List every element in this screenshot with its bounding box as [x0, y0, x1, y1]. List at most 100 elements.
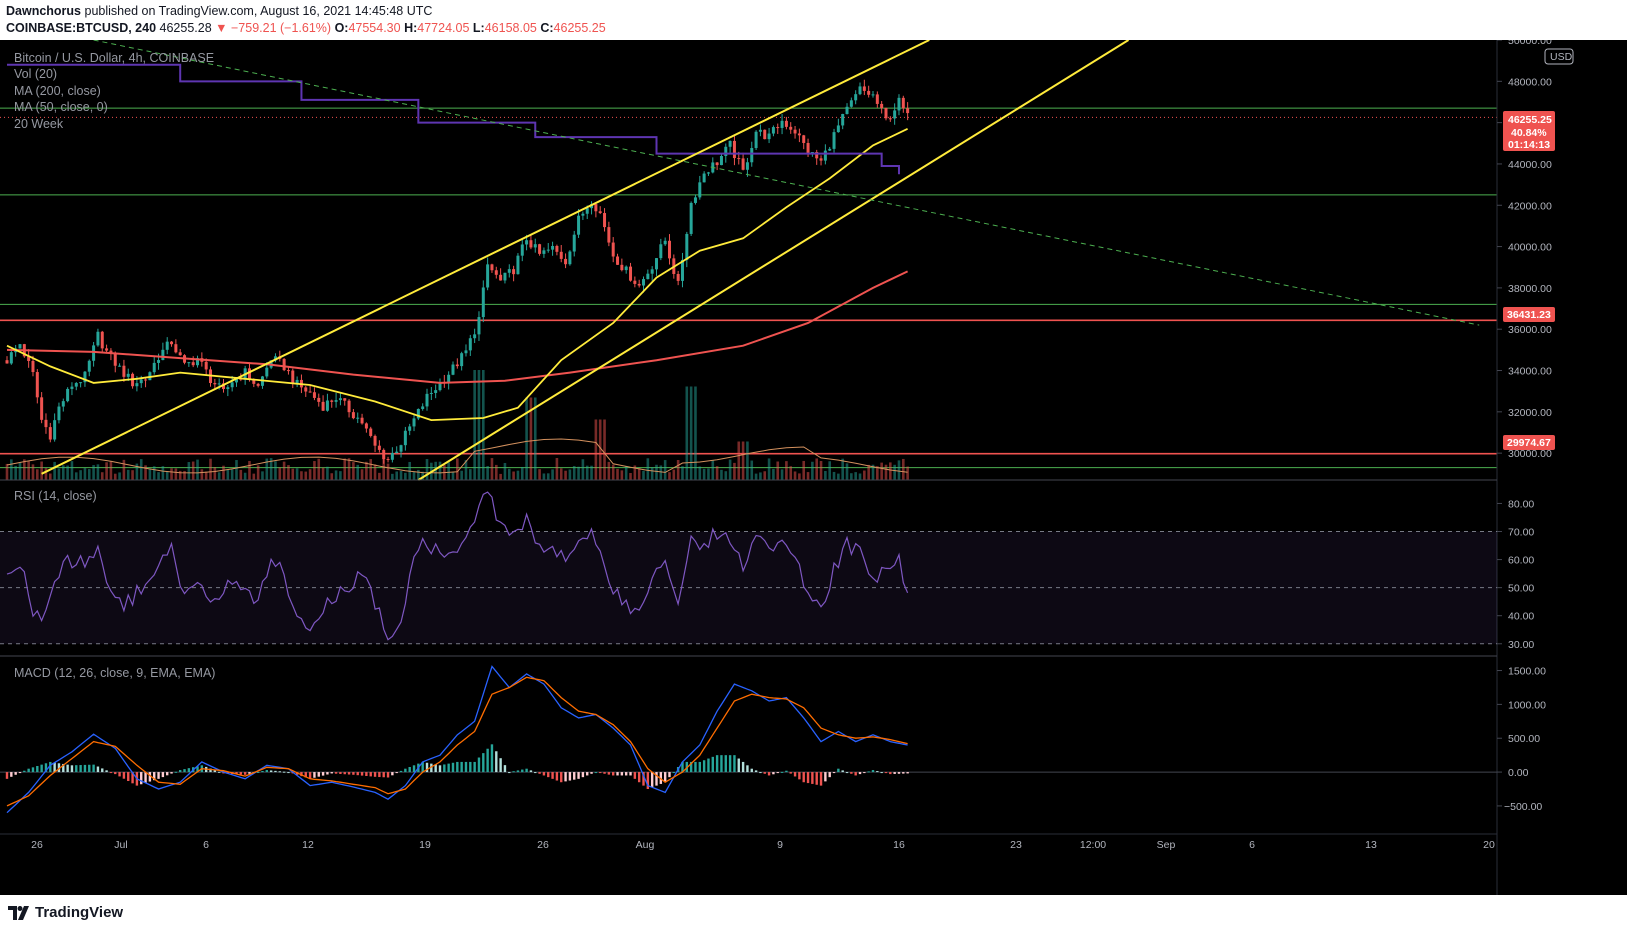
- macd-histogram-bar: [599, 772, 602, 774]
- volume-bar: [850, 473, 853, 480]
- candle-body: [386, 459, 390, 461]
- volume-bar: [616, 468, 619, 480]
- candle-body: [395, 451, 399, 453]
- volume-bar: [87, 469, 91, 480]
- macd-histogram-bar: [378, 772, 381, 778]
- candle-body: [797, 133, 801, 136]
- candle-body: [325, 400, 329, 411]
- candle-body: [507, 269, 511, 273]
- candle-body: [425, 393, 429, 407]
- volume-bar: [5, 463, 9, 480]
- low-value: 46158.05: [484, 21, 537, 35]
- macd-histogram-bar: [79, 765, 82, 773]
- candle-body: [438, 381, 442, 391]
- chart-canvas[interactable]: Bitcoin / U.S. Dollar, 4h, COINBASE Vol …: [0, 40, 1627, 895]
- macd-histogram-bar: [893, 772, 896, 774]
- price-axis[interactable]: 50000.0048000.0046000.0044000.0042000.00…: [1496, 40, 1552, 895]
- time-tick-label: 13: [1365, 839, 1377, 851]
- channel-lower-line: [417, 40, 1130, 481]
- channel-upper-line: [41, 40, 930, 475]
- candle-body: [57, 406, 61, 421]
- macd-histogram-bar: [105, 770, 108, 773]
- candle-body: [217, 383, 221, 385]
- macd-histogram-bar: [369, 772, 372, 777]
- rsi-pane[interactable]: [0, 491, 1497, 645]
- publish-info: published on TradingView.com, August 16,…: [84, 4, 433, 18]
- volume-bar: [326, 466, 329, 480]
- candle-body: [144, 379, 148, 381]
- volume-bar: [196, 459, 199, 480]
- volume-bar: [148, 468, 152, 480]
- volume-bar: [14, 465, 17, 480]
- macd-histogram-bar: [23, 770, 26, 773]
- candle-body: [477, 317, 481, 335]
- rsi-legend[interactable]: RSI (14, close): [14, 489, 97, 503]
- macd-histogram-bar: [399, 770, 403, 773]
- macd-histogram-bar: [486, 748, 489, 773]
- macd-histogram-bar: [109, 772, 113, 774]
- macd-legend[interactable]: MACD (12, 26, close, 9, EMA, EMA): [14, 666, 215, 680]
- macd-histogram-bar: [525, 768, 528, 773]
- open-label: O:: [334, 21, 349, 35]
- legend-ma50[interactable]: MA (50, close, 0): [14, 100, 108, 114]
- macd-histogram-bar: [620, 772, 624, 776]
- macd-histogram-bar: [586, 772, 589, 776]
- candle-body: [776, 127, 780, 129]
- macd-histogram-bar: [698, 761, 701, 773]
- candle-body: [880, 103, 884, 109]
- volume-bar: [61, 465, 65, 480]
- volume-bar: [776, 461, 780, 480]
- legend-20week[interactable]: 20 Week: [14, 117, 64, 131]
- currency-badge[interactable]: USD: [1544, 48, 1574, 65]
- volume-bar: [889, 462, 892, 480]
- candle-body: [308, 391, 312, 393]
- volume-bar: [36, 469, 39, 480]
- macd-histogram-bar: [633, 772, 637, 779]
- macd-histogram-bar: [425, 762, 429, 773]
- macd-histogram-bar: [157, 772, 160, 779]
- time-axis[interactable]: 26 Jul 6 12 19 26 Aug 9 16 23 12:00 Sep 6 13 20: [31, 839, 1495, 851]
- rsi-tick-label: 60.00: [1508, 555, 1534, 567]
- volume-bar: [546, 473, 550, 480]
- macd-histogram-bar: [841, 770, 844, 773]
- macd-histogram-bar: [529, 770, 533, 773]
- macd-histogram-bar: [650, 772, 654, 788]
- macd-histogram-bar: [811, 772, 814, 784]
- author-name[interactable]: Dawnchorus: [6, 4, 82, 18]
- volume-bar: [624, 466, 628, 480]
- candle-body: [421, 406, 425, 409]
- volume-bar: [256, 465, 260, 480]
- candle-body: [338, 398, 342, 401]
- macd-histogram-bar: [815, 772, 818, 785]
- macd-histogram-bar: [5, 772, 9, 779]
- legend-vol[interactable]: Vol (20): [14, 67, 57, 81]
- macd-histogram-bar: [564, 772, 567, 782]
- volume-bar: [685, 386, 689, 480]
- candle-body: [382, 449, 386, 460]
- volume-bar: [585, 465, 589, 480]
- tradingview-logo[interactable]: TradingView: [8, 904, 123, 921]
- legend-ma200[interactable]: MA (200, close): [14, 84, 101, 98]
- macd-histogram-bar: [248, 772, 251, 774]
- macd-tick-label: 0.00: [1508, 767, 1529, 779]
- volume-bar: [300, 471, 303, 480]
- candle-body: [230, 382, 234, 388]
- symbol-label[interactable]: COINBASE:BTCUSD, 240: [6, 21, 157, 35]
- time-tick-label: 12: [302, 839, 314, 851]
- price-pane[interactable]: [0, 40, 1497, 481]
- candle-body: [819, 158, 823, 161]
- volume-bar: [507, 468, 511, 480]
- macd-histogram-bar: [594, 772, 598, 774]
- candle-body: [715, 162, 719, 166]
- macd-histogram-bar: [187, 768, 191, 773]
- macd-histogram-bar: [334, 772, 338, 774]
- candle-body: [96, 331, 100, 346]
- candle-body: [676, 273, 680, 281]
- publish-line: Dawnchorus published on TradingView.com,…: [6, 4, 432, 18]
- candle-body: [5, 360, 9, 364]
- candle-body: [317, 397, 321, 402]
- macd-histogram-bar: [269, 770, 273, 773]
- candle-body: [113, 352, 117, 366]
- macd-pane[interactable]: [0, 665, 1497, 814]
- volume-bar: [360, 469, 364, 480]
